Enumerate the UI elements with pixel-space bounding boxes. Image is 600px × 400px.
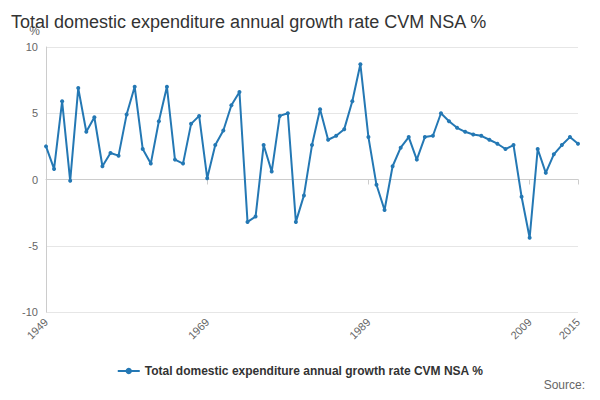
svg-text:Total domestic expenditure ann: Total domestic expenditure annual growth… xyxy=(145,364,483,378)
svg-text:Source:: Source: xyxy=(544,378,585,392)
svg-text:2009: 2009 xyxy=(508,316,534,342)
svg-text:5: 5 xyxy=(32,107,38,119)
svg-text:1989: 1989 xyxy=(347,316,373,342)
svg-text:-5: -5 xyxy=(28,240,38,252)
svg-text:Total domestic expenditure ann: Total domestic expenditure annual growth… xyxy=(11,12,486,32)
svg-text:1969: 1969 xyxy=(186,316,212,342)
svg-text:1949: 1949 xyxy=(24,316,50,342)
svg-text:10: 10 xyxy=(26,41,38,53)
svg-text:-10: -10 xyxy=(22,306,38,318)
svg-text:0: 0 xyxy=(32,174,38,186)
svg-text:2015: 2015 xyxy=(556,316,582,342)
